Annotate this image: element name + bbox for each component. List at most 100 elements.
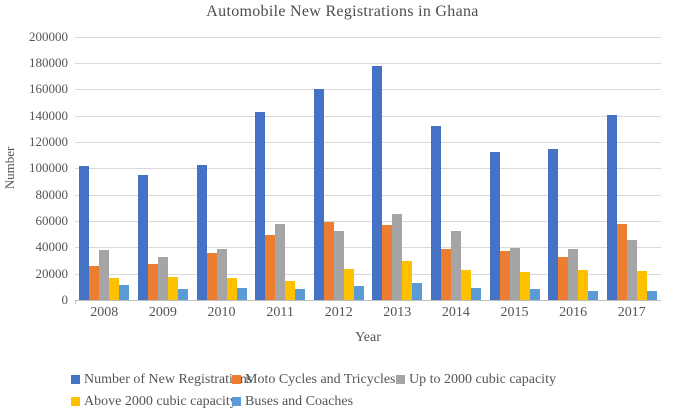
bar-number-of-new-registrations <box>255 112 266 300</box>
bar-above-2000-cubic-capacity <box>636 271 647 300</box>
chart-title: Automobile New Registrations in Ghana <box>206 3 479 20</box>
bar-up-to-2000-cubic-capacity <box>392 214 403 300</box>
y-tick-label: 200000 <box>29 28 68 44</box>
legend-item: Up to 2000 cubic capacity <box>396 371 556 388</box>
bar-moto-cycles-and-tricycles <box>206 252 217 300</box>
bar-moto-cycles-and-tricycles <box>440 249 451 300</box>
bar-buses-and-coaches <box>588 291 599 300</box>
bar-number-of-new-registrations <box>548 149 559 300</box>
bar-moto-cycles-and-tricycles <box>323 221 334 300</box>
gridline <box>75 247 661 249</box>
bar-up-to-2000-cubic-capacity <box>99 249 110 300</box>
y-tick-label: 140000 <box>29 107 68 123</box>
bar-buses-and-coaches <box>353 285 364 300</box>
y-tick-label: 0 <box>61 292 69 307</box>
gridline <box>75 141 661 143</box>
y-tick-label: 60000 <box>35 212 69 228</box>
legend-label: Above 2000 cubic capacity <box>84 394 237 409</box>
legend-item: Buses and Coaches <box>232 393 353 410</box>
bar-moto-cycles-and-tricycles <box>147 263 158 300</box>
bar-buses-and-coaches <box>177 288 188 300</box>
bar-up-to-2000-cubic-capacity <box>568 249 579 300</box>
legend-item: Moto Cycles and Tricycles <box>232 371 396 388</box>
x-tick-label: 2014 <box>441 305 470 320</box>
bar-buses-and-coaches <box>295 289 306 300</box>
bar-above-2000-cubic-capacity <box>226 278 237 300</box>
bar-buses-and-coaches <box>412 282 423 300</box>
bar-number-of-new-registrations <box>606 114 617 300</box>
legend-label: Moto Cycles and Tricycles <box>245 372 396 387</box>
x-tick-label: 2017 <box>617 305 646 320</box>
gridline <box>75 194 661 196</box>
bar-moto-cycles-and-tricycles <box>89 266 100 300</box>
y-tick-label: 80000 <box>35 186 69 202</box>
bar-up-to-2000-cubic-capacity <box>626 240 637 300</box>
legend-label: Buses and Coaches <box>245 394 354 409</box>
legend-label: Up to 2000 cubic capacity <box>409 372 556 387</box>
legend-swatch <box>396 375 405 384</box>
bar-moto-cycles-and-tricycles <box>265 234 276 300</box>
y-tick-label: 160000 <box>29 81 68 97</box>
bar-up-to-2000-cubic-capacity <box>509 247 520 300</box>
bar-buses-and-coaches <box>119 284 130 300</box>
x-tick-label: 2009 <box>148 305 177 320</box>
bar-number-of-new-registrations <box>196 164 207 300</box>
gridline <box>75 36 661 38</box>
bar-above-2000-cubic-capacity <box>285 280 296 300</box>
x-tick-label: 2012 <box>324 305 353 320</box>
legend-swatch <box>232 375 241 384</box>
y-tick-label: 40000 <box>35 239 69 255</box>
gridline <box>75 89 661 91</box>
bar-number-of-new-registrations <box>430 126 441 300</box>
legend-item: Number of New Registrations <box>71 371 252 388</box>
bar-above-2000-cubic-capacity <box>460 270 471 300</box>
bar-moto-cycles-and-tricycles <box>558 257 569 300</box>
bar-buses-and-coaches <box>529 289 540 300</box>
bar-above-2000-cubic-capacity <box>167 276 178 300</box>
x-tick-label: 2011 <box>266 305 294 320</box>
legend-item: Above 2000 cubic capacity <box>71 393 237 410</box>
gridline <box>75 273 661 275</box>
bar-up-to-2000-cubic-capacity <box>157 256 168 300</box>
bar-above-2000-cubic-capacity <box>578 270 589 300</box>
bar-moto-cycles-and-tricycles <box>499 251 510 300</box>
bar-buses-and-coaches <box>470 288 481 300</box>
x-tick-label: 2016 <box>559 305 588 320</box>
legend-label: Number of New Registrations <box>84 372 253 387</box>
gridline <box>75 168 661 170</box>
axis-tick <box>75 300 76 304</box>
bar-number-of-new-registrations <box>79 166 90 300</box>
bar-above-2000-cubic-capacity <box>343 269 354 300</box>
bar-number-of-new-registrations <box>489 152 500 300</box>
y-tick-label: 120000 <box>29 133 68 149</box>
legend-swatch <box>71 375 80 384</box>
bar-moto-cycles-and-tricycles <box>616 224 627 300</box>
x-tick-label: 2015 <box>500 305 529 320</box>
x-axis-title: Year <box>355 330 381 345</box>
bar-number-of-new-registrations <box>372 66 383 300</box>
gridline <box>75 115 661 117</box>
bar-buses-and-coaches <box>646 290 657 300</box>
x-tick-label: 2010 <box>207 305 236 320</box>
bar-moto-cycles-and-tricycles <box>382 224 393 300</box>
bar-above-2000-cubic-capacity <box>519 272 530 300</box>
y-tick-label: 100000 <box>29 160 68 176</box>
bar-up-to-2000-cubic-capacity <box>333 230 344 300</box>
legend-swatch <box>71 397 80 406</box>
y-tick-label: 20000 <box>35 265 69 281</box>
x-tick-label: 2013 <box>383 305 412 320</box>
gridline <box>75 62 661 64</box>
bar-number-of-new-registrations <box>137 175 148 300</box>
bar-up-to-2000-cubic-capacity <box>275 224 286 300</box>
bar-up-to-2000-cubic-capacity <box>450 231 461 300</box>
legend-swatch <box>232 397 241 406</box>
y-tick-label: 180000 <box>29 54 68 70</box>
bar-number-of-new-registrations <box>313 89 324 300</box>
x-tick-label: 2008 <box>90 305 119 320</box>
bar-up-to-2000-cubic-capacity <box>216 248 227 300</box>
gridline <box>75 220 661 222</box>
bar-above-2000-cubic-capacity <box>402 261 413 300</box>
bar-buses-and-coaches <box>236 288 247 300</box>
